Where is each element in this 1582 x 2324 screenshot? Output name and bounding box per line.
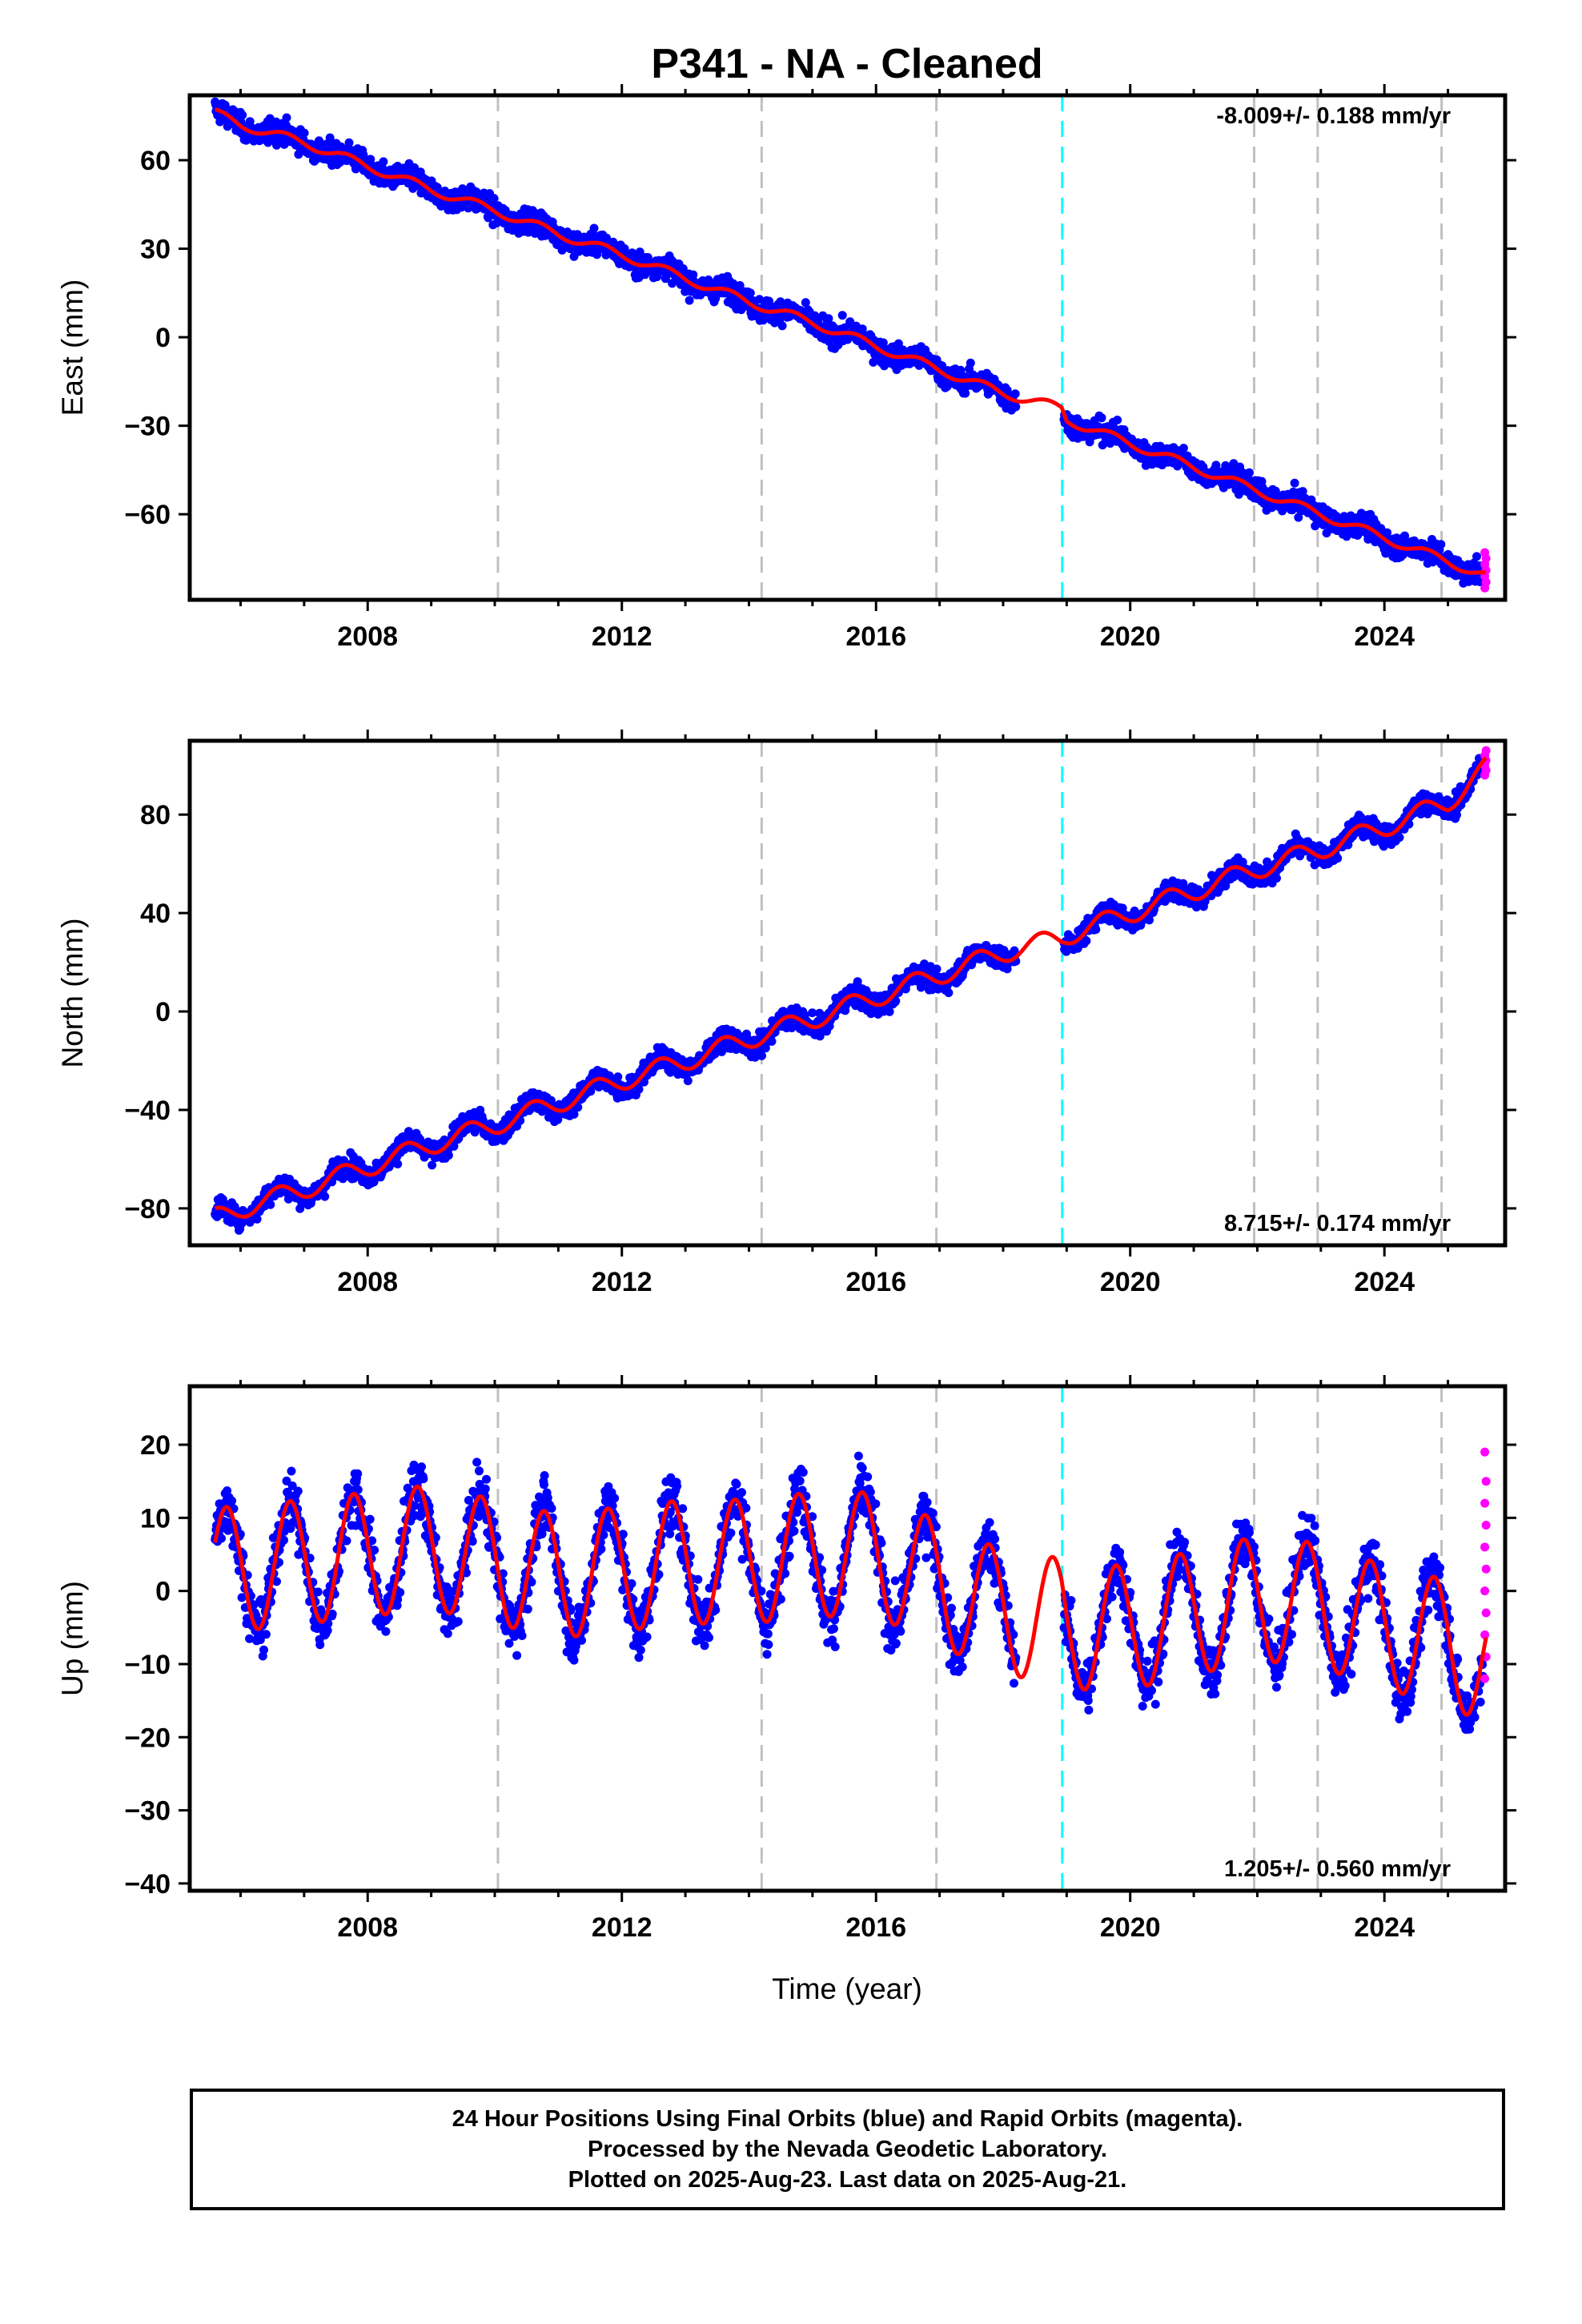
- x-tick-label: 2020: [1100, 1267, 1161, 1297]
- up-panel: 2008 2012 2016 2020 2024 −40 −30 −20 −10 0 10 20 Up …: [56, 1375, 1516, 1943]
- y-tick-label: −30: [124, 1796, 171, 1827]
- rapid-orbit-point: [1481, 1520, 1491, 1530]
- y-axis-label: North (mm): [56, 918, 89, 1068]
- x-tick-label: 2008: [337, 1912, 398, 1943]
- x-tick-label: 2016: [845, 621, 906, 652]
- x-tick-label: 2008: [337, 1267, 398, 1297]
- x-tick-label: 2012: [592, 1267, 652, 1297]
- y-axis-label: East (mm): [56, 279, 89, 416]
- y-tick-label: 80: [140, 800, 171, 830]
- north-panel: 2008 2012 2016 2020 2024 −80 −40 0 40 80 North (mm…: [56, 730, 1516, 1297]
- y-tick-label: −20: [124, 1723, 171, 1753]
- y-tick-label: 0: [155, 1577, 171, 1607]
- x-tick-label: 2020: [1100, 1912, 1161, 1943]
- y-tick-label: 10: [140, 1503, 171, 1534]
- caption-box: 24 Hour Positions Using Final Orbits (bl…: [190, 2089, 1505, 2210]
- final-orbit-points: [211, 97, 1488, 588]
- caption-line-3: Plotted on 2025-Aug-23. Last data on 202…: [568, 2167, 1127, 2193]
- plot-frame: [187, 1384, 1508, 1893]
- rapid-orbit-point: [1480, 1447, 1490, 1457]
- x-tick-label: 2016: [845, 1912, 906, 1943]
- y-tick-label: −30: [124, 412, 171, 442]
- rate-label: 1.205+/- 0.560 mm/yr: [1224, 1856, 1451, 1882]
- x-axis-label: Time (year): [772, 1972, 922, 2005]
- y-tick-label: −10: [124, 1650, 171, 1680]
- plot-area: [211, 741, 1491, 1245]
- x-tick-label: 2012: [592, 1912, 652, 1943]
- y-tick-label: 0: [155, 323, 171, 353]
- y-tick-label: 60: [140, 146, 171, 176]
- y-tick-label: 30: [140, 235, 171, 265]
- rapid-orbit-point: [1480, 1674, 1490, 1683]
- x-tick-label: 2016: [845, 1267, 906, 1297]
- y-tick-label: −60: [124, 500, 171, 530]
- x-tick-label: 2012: [592, 621, 652, 652]
- y-tick-label: 40: [140, 899, 171, 929]
- caption-line-1: 24 Hour Positions Using Final Orbits (bl…: [452, 2106, 1243, 2132]
- rapid-orbit-point: [1481, 1608, 1491, 1618]
- plot-area: [211, 1386, 1491, 1891]
- rapid-orbit-point: [1481, 1477, 1491, 1486]
- rapid-orbit-point: [1481, 746, 1491, 755]
- y-tick-label: −40: [124, 1096, 171, 1126]
- x-tick-label: 2008: [337, 621, 398, 652]
- x-tick-label: 2020: [1100, 621, 1161, 652]
- x-tick-label: 2024: [1354, 621, 1415, 652]
- rapid-orbit-point: [1481, 1564, 1491, 1574]
- x-tick-label: 2024: [1354, 1267, 1415, 1297]
- model-curve: [215, 107, 1487, 575]
- model-curve: [213, 1484, 1488, 1717]
- rapid-orbit-point: [1480, 1586, 1490, 1596]
- y-tick-label: 0: [155, 997, 171, 1027]
- caption-line-2: Processed by the Nevada Geodetic Laborat…: [588, 2137, 1107, 2162]
- rapid-orbit-point: [1480, 1630, 1490, 1639]
- y-tick-label: −80: [124, 1194, 171, 1224]
- plot-area: [211, 95, 1491, 600]
- y-tick-label: 20: [140, 1430, 171, 1461]
- final-orbit-points: [211, 1451, 1488, 1734]
- x-tick-label: 2024: [1354, 1912, 1415, 1943]
- east-panel: 2008 2012 2016 2020 2024 −60 −30 0 30 60 East (mm)…: [56, 84, 1516, 652]
- rapid-orbit-point: [1480, 583, 1490, 593]
- plot-frame: [187, 738, 1508, 1248]
- y-axis-label: Up (mm): [56, 1581, 89, 1696]
- chart-title: P341 - NA - Cleaned: [651, 41, 1042, 87]
- rate-label: 8.715+/- 0.174 mm/yr: [1224, 1211, 1451, 1236]
- y-tick-label: −40: [124, 1869, 171, 1900]
- plot-frame: [187, 93, 1508, 602]
- rate-label: -8.009+/- 0.188 mm/yr: [1216, 103, 1451, 129]
- rapid-orbit-point: [1480, 1498, 1490, 1508]
- model-curve: [214, 756, 1488, 1219]
- rapid-orbit-point: [1480, 1542, 1490, 1552]
